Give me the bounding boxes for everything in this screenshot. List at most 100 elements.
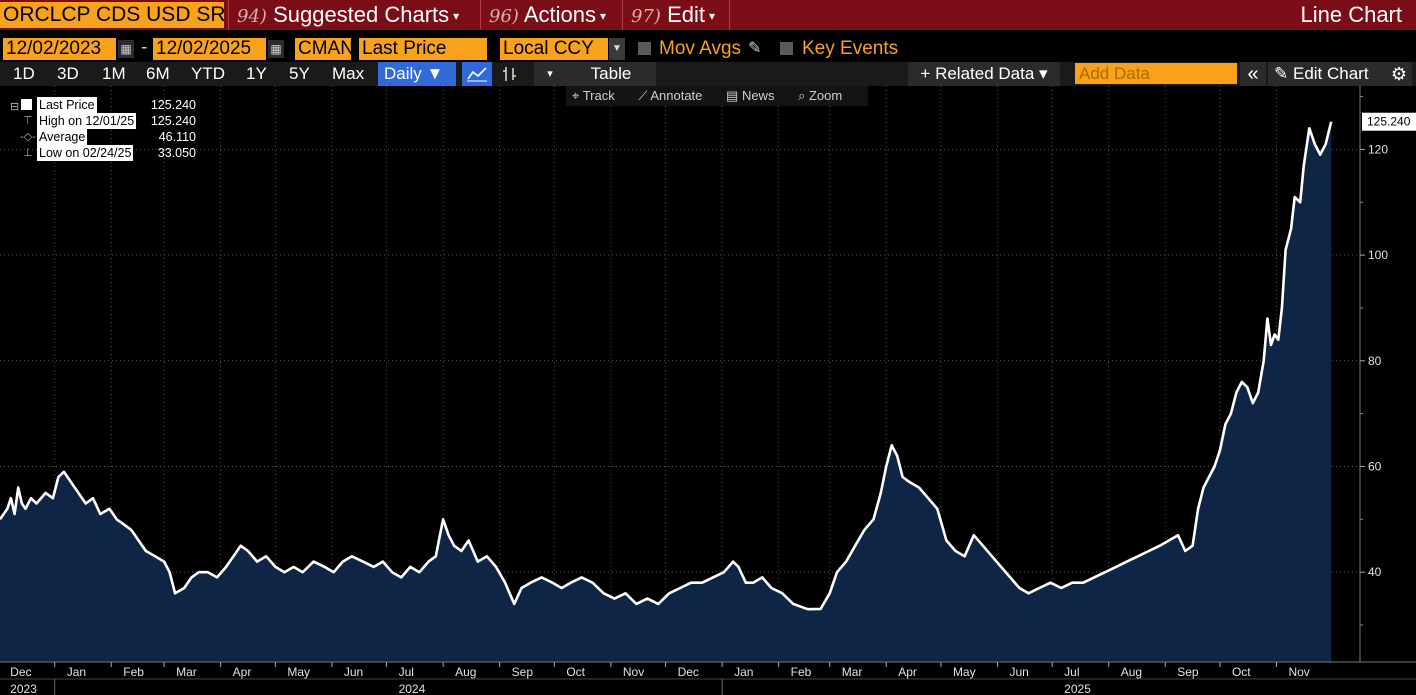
gear-icon[interactable]: ⚙ xyxy=(1386,62,1412,86)
menu-number: 97) xyxy=(631,6,661,27)
pencil-icon[interactable]: ✎ xyxy=(748,40,762,57)
actions-menu[interactable]: 96) Actions ▾ xyxy=(480,0,620,30)
frequency-selector[interactable]: Daily ▼ xyxy=(378,62,456,86)
menu-bar xyxy=(0,0,1416,30)
x-tick-label: Oct xyxy=(566,665,585,679)
x-tick-label: Jan xyxy=(67,665,86,679)
mov-avgs-label: Mov Avgs xyxy=(659,38,742,59)
key-events-checkbox[interactable] xyxy=(780,42,793,55)
menu-number: 96) xyxy=(489,6,519,27)
year-label: 2024 xyxy=(399,682,426,695)
x-tick-label: Nov xyxy=(1288,665,1309,679)
bar-chart-icon[interactable] xyxy=(498,62,522,86)
edit-menu[interactable]: 97) Edit ▾ xyxy=(622,0,730,30)
x-tick-label: Mar xyxy=(842,665,863,679)
y-tick-label: 120 xyxy=(1368,142,1388,156)
legend-value: 125.240 xyxy=(150,98,196,112)
source-field[interactable]: CMAN xyxy=(295,38,354,60)
x-tick-label: May xyxy=(953,665,976,679)
range-ytd[interactable]: YTD xyxy=(191,64,225,83)
range-6m[interactable]: 6M xyxy=(146,64,170,83)
annotate-tool[interactable]: ⟋ Annotate xyxy=(638,88,703,103)
range-1m[interactable]: 1M xyxy=(102,64,126,83)
menu-label: Suggested Charts xyxy=(273,2,450,27)
average-marker-icon: -◇- xyxy=(20,131,36,143)
legend-value: 33.050 xyxy=(157,146,196,160)
x-tick-label: Sep xyxy=(512,665,534,679)
x-tick-label: Dec xyxy=(10,665,31,679)
add-data-input[interactable]: Add Data xyxy=(1075,63,1237,84)
x-tick-label: Jul xyxy=(1064,665,1079,679)
legend-value: 46.110 xyxy=(158,130,196,144)
menu-label: Actions xyxy=(523,2,596,27)
x-tick-label: May xyxy=(287,665,310,679)
related-data-button[interactable]: + Related Data ▾ xyxy=(908,62,1060,86)
range-5y[interactable]: 5Y xyxy=(289,64,310,83)
ticker-field[interactable]: ORCLCP CDS USD SR xyxy=(0,2,226,28)
key-events-label: Key Events xyxy=(802,38,899,59)
pencil-icon: ✎ xyxy=(1274,64,1289,83)
x-tick-label: Jul xyxy=(399,665,414,679)
dropdown-caret-icon: ▾ xyxy=(453,9,460,24)
collapse-icon[interactable]: « xyxy=(1240,62,1266,86)
y-tick-label: 100 xyxy=(1368,248,1388,262)
low-marker-icon: ⊥ xyxy=(23,147,33,159)
line-chart: 40 60 80 100 120 125.240 Dec Jan Feb Mar Apr May Jun… xyxy=(0,86,1416,695)
legend-label: Low on 02/24/25 xyxy=(37,145,134,161)
start-date-field[interactable]: 12/02/2023 xyxy=(3,38,116,60)
news-label: News xyxy=(741,88,775,103)
x-tick-label: Feb xyxy=(123,665,144,679)
suggested-charts-menu[interactable]: 94) Suggested Charts ▾ xyxy=(228,0,478,30)
end-date-field[interactable]: 12/02/2025 xyxy=(153,38,266,60)
x-tick-label: Jan xyxy=(734,665,753,679)
year-label: 2025 xyxy=(1064,682,1091,695)
currency-selector[interactable]: Local CCY xyxy=(500,38,608,60)
edit-chart-label: Edit Chart xyxy=(1292,64,1369,83)
range-1d[interactable]: 1D xyxy=(13,64,35,83)
x-tick-label: Dec xyxy=(678,665,699,679)
menu-label: Edit xyxy=(667,2,705,27)
date-separator: - xyxy=(141,37,148,58)
calendar-icon[interactable]: ▦ xyxy=(118,40,134,58)
track-label: Track xyxy=(582,88,615,103)
field-selector[interactable]: Last Price xyxy=(359,38,487,60)
range-max[interactable]: Max xyxy=(332,64,365,83)
x-tick-label: Aug xyxy=(1121,665,1142,679)
x-tick-label: Feb xyxy=(791,665,812,679)
last-value-label: 125.240 xyxy=(1367,115,1411,129)
legend-label: Last Price xyxy=(37,97,97,113)
menu-number: 94) xyxy=(237,6,267,27)
legend-value: 125.240 xyxy=(150,114,196,128)
zoom-label: Zoom xyxy=(808,88,843,103)
mov-avgs-checkbox[interactable] xyxy=(638,42,651,55)
x-tick-label: Sep xyxy=(1177,665,1199,679)
zoom-tool[interactable]: ⌕ Zoom xyxy=(798,88,843,103)
year-label: 2023 xyxy=(10,682,37,695)
track-tool[interactable]: ⌖ Track xyxy=(572,88,615,103)
series-area xyxy=(0,121,1332,662)
range-1y[interactable]: 1Y xyxy=(246,64,267,83)
x-tick-label: Oct xyxy=(1232,665,1251,679)
chart-style-dropdown-icon[interactable]: ▾ xyxy=(534,62,566,86)
x-tick-label: Mar xyxy=(176,665,197,679)
edit-chart-button[interactable]: ✎ Edit Chart xyxy=(1268,62,1386,86)
series-swatch-icon: ⊟ xyxy=(8,97,34,113)
dropdown-caret-icon: ▾ xyxy=(600,9,607,24)
x-tick-label: Jun xyxy=(1009,665,1028,679)
line-chart-icon[interactable] xyxy=(462,62,492,86)
range-3d[interactable]: 3D xyxy=(57,64,79,83)
chart-subtools: ⌖ Track ⟋ Annotate ▤ News ⌕ Zoom xyxy=(566,86,869,106)
table-button[interactable]: Table xyxy=(566,62,656,86)
annotate-label: Annotate xyxy=(650,88,703,103)
y-tick-label: 80 xyxy=(1368,354,1382,368)
news-tool[interactable]: ▤ News xyxy=(726,88,775,103)
currency-dropdown-icon[interactable]: ▼ xyxy=(609,38,625,60)
x-tick-label: Apr xyxy=(233,665,252,679)
last-value-box xyxy=(1362,112,1416,131)
x-tick-label: Nov xyxy=(623,665,644,679)
x-tick-label: Aug xyxy=(455,665,476,679)
x-tick-label: Jun xyxy=(344,665,363,679)
calendar-icon[interactable]: ▦ xyxy=(268,40,284,58)
dropdown-caret-icon: ▾ xyxy=(708,9,716,24)
y-tick-label: 40 xyxy=(1368,565,1382,579)
